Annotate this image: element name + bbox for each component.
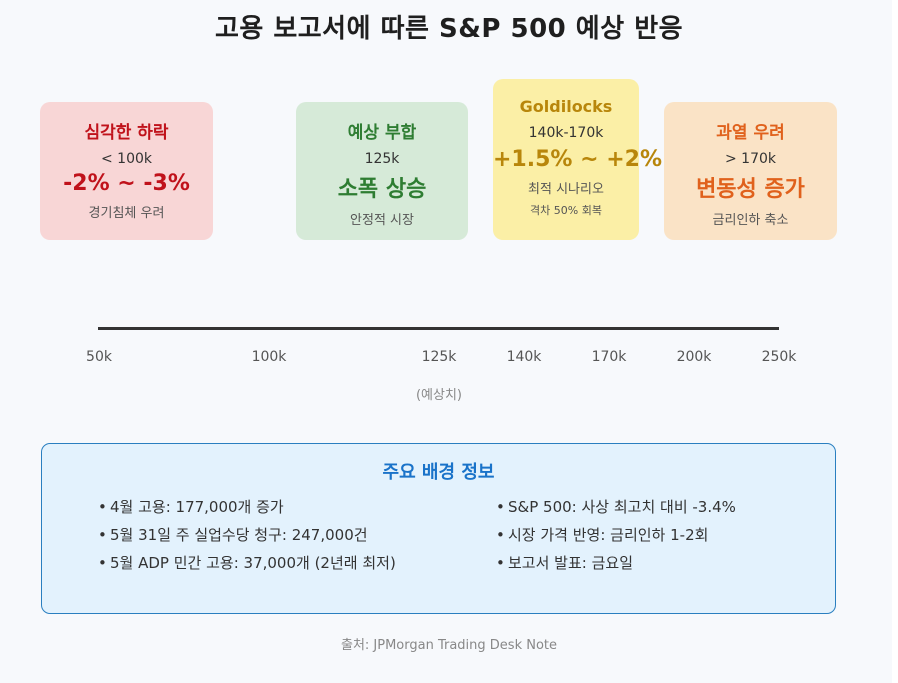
axis-tick-label: 50k xyxy=(86,349,112,365)
page-title: 고용 보고서에 따른 S&P 500 예상 반응 xyxy=(214,14,684,44)
scenario-note: 안정적 시장 xyxy=(350,213,414,228)
bullet-icon: • xyxy=(98,526,107,544)
info-item: • 4월 고용: 177,000개 증가 xyxy=(98,498,284,516)
bullet-icon: • xyxy=(496,498,505,516)
scenario-note: 경기침체 우려 xyxy=(88,206,165,221)
scenario-impact: 변동성 증가 xyxy=(696,177,805,202)
scenario-heading: 과열 우려 xyxy=(716,123,785,143)
scenario-impact: 소폭 상승 xyxy=(337,177,427,202)
bullet-icon: • xyxy=(496,554,505,572)
info-item: • 5월 ADP 민간 고용: 37,000개 (2년래 최저) xyxy=(98,554,396,572)
scenario-range: > 170k xyxy=(724,151,776,167)
info-item: • 보고서 발표: 금요일 xyxy=(496,554,633,572)
axis-tick-label: 100k xyxy=(251,349,287,365)
axis-tick-label: 140k xyxy=(506,349,542,365)
source-note: 출처: JPMorgan Trading Desk Note xyxy=(340,638,558,653)
info-list-left: • 4월 고용: 177,000개 증가 • 5월 31일 주 실업수당 청구: 2… xyxy=(98,496,396,580)
info-item: • 5월 31일 주 실업수당 청구: 247,000건 xyxy=(98,526,368,544)
axis-note: (예상치) xyxy=(415,388,463,403)
axis-line xyxy=(98,327,779,330)
bullet-icon: • xyxy=(496,526,505,544)
info-item: • 시장 가격 반영: 금리인하 1-2회 xyxy=(496,526,709,544)
info-title: 주요 배경 정보 xyxy=(382,462,495,483)
scenario-note: 금리인하 축소 xyxy=(712,213,789,228)
scenario-range: 140k-170k xyxy=(528,125,604,141)
axis-tick-label: 170k xyxy=(591,349,627,365)
background-info-panel: 주요 배경 정보 • 4월 고용: 177,000개 증가 • 5월 31일 주 실… xyxy=(41,443,836,614)
scenario-range: < 100k xyxy=(100,151,152,167)
scenario-card-severe-decline: 심각한 하락 < 100k -2% ~ -3% 경기침체 우려 xyxy=(40,102,213,240)
info-item: • S&P 500: 사상 최고치 대비 -3.4% xyxy=(496,498,736,516)
scenario-impact: +1.5% ~ +2% xyxy=(493,147,662,172)
axis-tick-label: 200k xyxy=(676,349,712,365)
scenario-card-goldilocks: Goldilocks 140k-170k +1.5% ~ +2% 최적 시나리오… xyxy=(493,79,662,240)
scenario-range: 125k xyxy=(364,151,400,167)
axis-tick-label: 125k xyxy=(421,349,457,365)
axis-tick-label: 250k xyxy=(761,349,797,365)
bullet-icon: • xyxy=(98,498,107,516)
bullet-icon: • xyxy=(98,554,107,572)
scenario-impact: -2% ~ -3% xyxy=(63,171,190,196)
scenario-heading: 예상 부합 xyxy=(347,123,417,143)
info-list-right: • S&P 500: 사상 최고치 대비 -3.4% • 시장 가격 반영: 금리인… xyxy=(496,496,736,580)
scenario-heading: Goldilocks xyxy=(519,97,613,116)
scenario-card-in-line: 예상 부합 125k 소폭 상승 안정적 시장 xyxy=(296,102,468,240)
scenario-heading: 심각한 하락 xyxy=(84,123,169,143)
page-edge xyxy=(892,0,898,683)
scenario-note-secondary: 격차 50% 회복 xyxy=(530,204,602,217)
scenario-card-overheating: 과열 우려 > 170k 변동성 증가 금리인하 축소 xyxy=(664,102,837,240)
scenario-note: 최적 시나리오 xyxy=(528,182,604,197)
